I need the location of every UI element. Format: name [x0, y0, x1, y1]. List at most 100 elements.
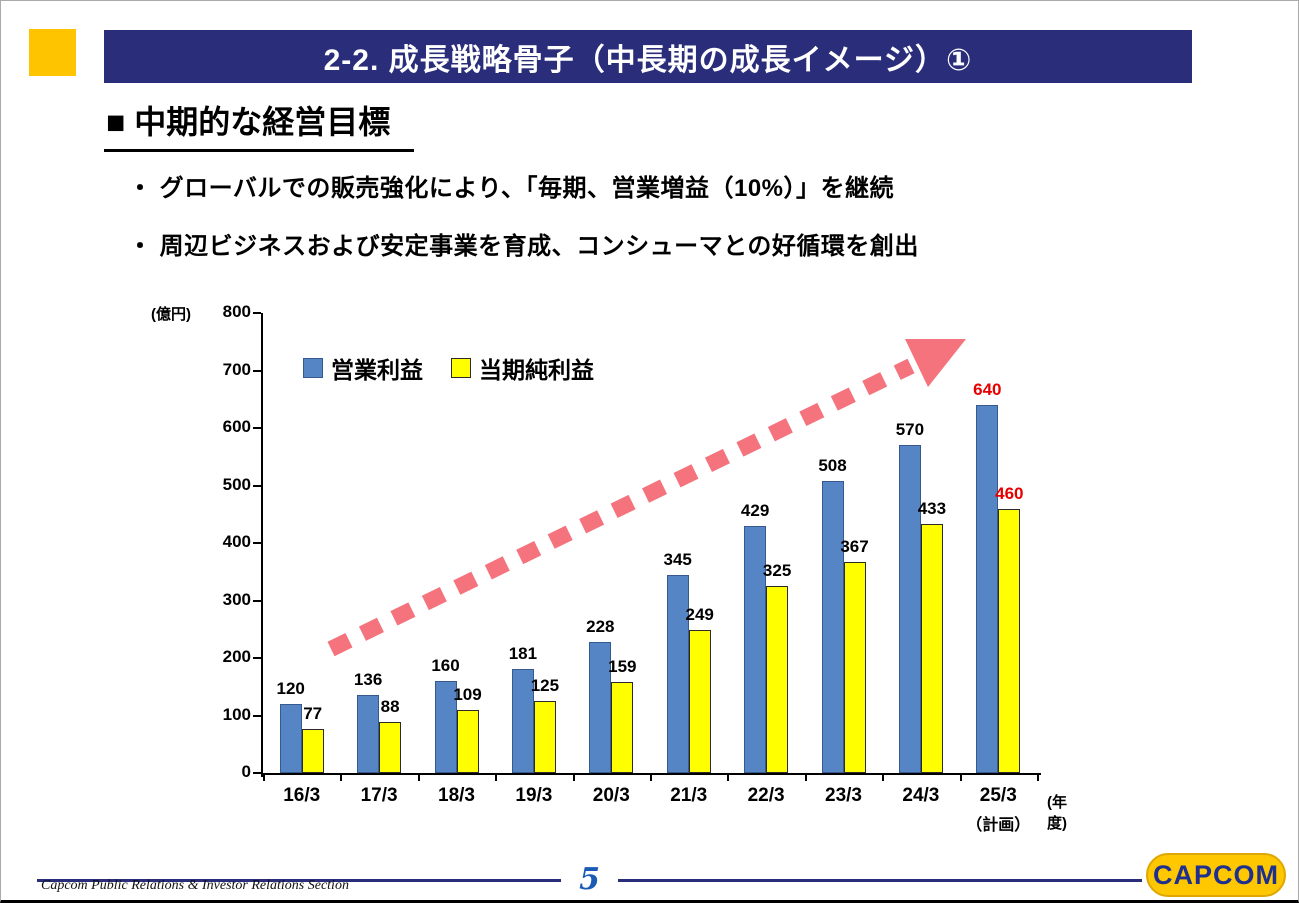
x-tick-label: 25/3 （計画）: [960, 785, 1037, 835]
bar-operating-profit: [821, 480, 844, 773]
bar-operating-profit: [434, 681, 457, 773]
y-tick-label: 0: [241, 762, 251, 781]
x-tick-label: 21/3: [670, 785, 708, 806]
bar-net-income: [843, 561, 866, 773]
bar-net-income: [533, 701, 556, 773]
y-tick-mark: [253, 542, 261, 544]
bar-value-label: 125: [530, 676, 560, 696]
bar-operating-profit: [898, 445, 921, 773]
bar-value-label: 159: [608, 656, 637, 676]
slide-title: 2-2. 成長戦略骨子（中長期の成長イメージ）①: [323, 43, 973, 77]
bar-value-label: 249: [685, 604, 714, 624]
footer-rule: 5: [37, 865, 1142, 895]
y-tick-mark: [253, 369, 261, 372]
x-tick-label: 20/3: [592, 785, 630, 806]
y-tick-mark: [253, 714, 261, 717]
section-heading: ■ 中期的な経営目標: [104, 97, 415, 152]
bar-value-label: 109: [453, 685, 482, 705]
y-tick-label: 100: [222, 704, 251, 724]
x-tick-mark: [804, 775, 807, 781]
bar-value-label: 367: [840, 536, 869, 556]
y-tick-mark: [253, 484, 261, 487]
bar-value-label: 325: [762, 561, 792, 581]
bar-value-label: 136: [353, 669, 383, 689]
bar-value-label: 120: [276, 679, 305, 698]
y-axis-line: [261, 313, 263, 777]
bar-value-label: 88: [380, 697, 400, 717]
bar-value-label: 570: [895, 420, 925, 440]
x-tick-label: 16/3: [283, 785, 321, 806]
legend-swatch-operating-profit: [303, 358, 323, 378]
bullet-item: ・ グローバルでの販売強化により、「毎期、営業増益（10%）」を継続: [128, 175, 895, 202]
bar-net-income: [301, 728, 324, 773]
legend-item-operating-profit: 営業利益: [303, 351, 423, 385]
x-tick-label: 19/3: [515, 785, 553, 806]
bar-net-income: [766, 586, 789, 773]
y-tick-label: 600: [222, 417, 251, 436]
y-tick-mark: [253, 772, 261, 774]
y-axis-unit-label: (億円): [151, 306, 191, 323]
y-tick-mark: [253, 312, 261, 314]
bar-net-income: [379, 722, 402, 773]
x-tick-mark: [882, 775, 885, 781]
legend-label-operating-profit: 営業利益: [331, 357, 423, 383]
bullet-list: ・ グローバルでの販売強化により、「毎期、営業増益（10%）」を継続・ 周辺ビジ…: [128, 168, 919, 284]
chart-legend: 営業利益 当期純利益: [303, 351, 594, 385]
bar-operating-profit: [511, 668, 534, 773]
x-tick-mark: [650, 775, 652, 781]
page-number: 5: [579, 862, 600, 897]
x-tick-mark: [495, 775, 498, 781]
x-tick-mark: [727, 775, 730, 781]
y-tick-mark: [253, 427, 261, 429]
bullet-item: ・ 周辺ビジネスおよび安定事業を育成、コンシューマとの好循環を創出: [128, 233, 919, 260]
x-tick-mark: [263, 775, 265, 781]
x-tick-mark: [572, 775, 575, 781]
x-tick-label: 23/3: [825, 785, 862, 806]
accent-square: [29, 29, 76, 76]
bar-value-label: 181: [508, 643, 538, 663]
y-tick-mark: [253, 599, 261, 602]
x-tick-label: 22/3: [747, 785, 785, 806]
capcom-logo: CAPCOM: [1146, 853, 1286, 897]
legend-item-net-income: 当期純利益: [451, 351, 594, 385]
bar-value-label: 345: [663, 549, 692, 569]
bar-net-income: [920, 524, 943, 773]
bar-operating-profit: [976, 405, 999, 773]
y-tick-label: 500: [222, 474, 251, 494]
y-tick-label: 800: [222, 302, 251, 321]
x-tick-plan-note: （計画）: [966, 817, 1031, 834]
y-tick-label: 700: [222, 359, 251, 379]
bar-net-income: [688, 629, 711, 773]
bar-chart: (億円) 営業利益 当期純利益 (年度) 0 100 200 300 400 500 600…: [151, 299, 1081, 864]
footer-rule-right: [617, 878, 1142, 882]
x-tick-mark: [417, 775, 420, 781]
bar-net-income: [611, 681, 634, 773]
x-tick-label: 18/3: [438, 785, 475, 806]
x-tick-mark: [340, 775, 343, 781]
bar-net-income: [456, 710, 479, 773]
legend-swatch-net-income: [451, 358, 471, 378]
y-tick-label: 200: [222, 647, 251, 666]
bar-value-label: 433: [917, 499, 947, 519]
footer-rule-left: [37, 878, 562, 882]
x-tick-mark: [959, 775, 962, 781]
y-tick-label: 400: [222, 532, 251, 551]
x-tick-label: 24/3: [902, 785, 940, 806]
bar-operating-profit: [357, 694, 380, 773]
bar-value-label: 640: [973, 380, 1002, 399]
x-tick-mark: [1037, 775, 1039, 781]
y-tick-mark: [253, 657, 261, 659]
bar-operating-profit: [279, 704, 302, 773]
x-tick-label: 17/3: [360, 785, 398, 806]
x-axis-unit-label: (年度): [1047, 794, 1067, 832]
bar-value-label: 460: [995, 483, 1024, 503]
x-axis-line: [261, 773, 1041, 775]
legend-label-net-income: 当期純利益: [479, 357, 594, 383]
slide-title-banner: 2-2. 成長戦略骨子（中長期の成長イメージ）①: [104, 30, 1192, 83]
bar-value-label: 77: [303, 703, 323, 723]
bar-value-label: 160: [431, 656, 460, 675]
y-tick-label: 300: [222, 589, 251, 609]
bar-value-label: 228: [586, 616, 615, 636]
footer-credit-text: Capcom Public Relations & Investor Relat…: [41, 878, 349, 893]
